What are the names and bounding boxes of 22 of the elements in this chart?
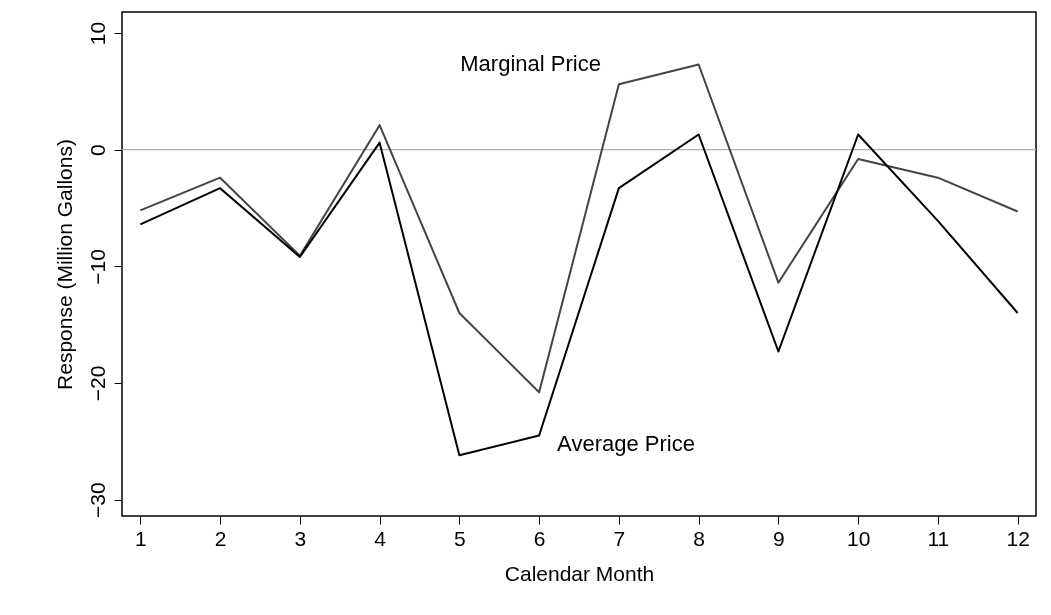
x-tick-label: 6	[533, 526, 546, 550]
x-tick-label: 3	[294, 526, 307, 550]
x-tick-label: 9	[773, 526, 785, 550]
x-tick-label: 11	[927, 526, 950, 550]
y-tick-label: −10	[85, 249, 109, 285]
x-tick-label: 5	[454, 526, 466, 550]
line-series	[139, 133, 1019, 457]
x-tick-label: 4	[374, 526, 387, 550]
y-axis-title: Response (Million Gallons)	[52, 139, 76, 390]
series-label: Marginal Price	[460, 51, 601, 77]
y-tick-label: −20	[85, 365, 109, 402]
x-tick-label: 2	[214, 526, 227, 550]
y-tick-label: 0	[85, 144, 109, 157]
x-tick-label: 8	[693, 526, 705, 550]
x-axis-title: Calendar Month	[504, 561, 655, 585]
y-tick-label: 10	[85, 21, 109, 46]
x-tick-label: 10	[846, 526, 871, 550]
x-tick-label: 12	[1006, 526, 1030, 550]
x-tick-label: 7	[613, 526, 626, 550]
x-tick-label: 1	[135, 526, 147, 550]
series-label: Average Price	[557, 430, 695, 456]
y-tick-label: −30	[85, 482, 109, 518]
